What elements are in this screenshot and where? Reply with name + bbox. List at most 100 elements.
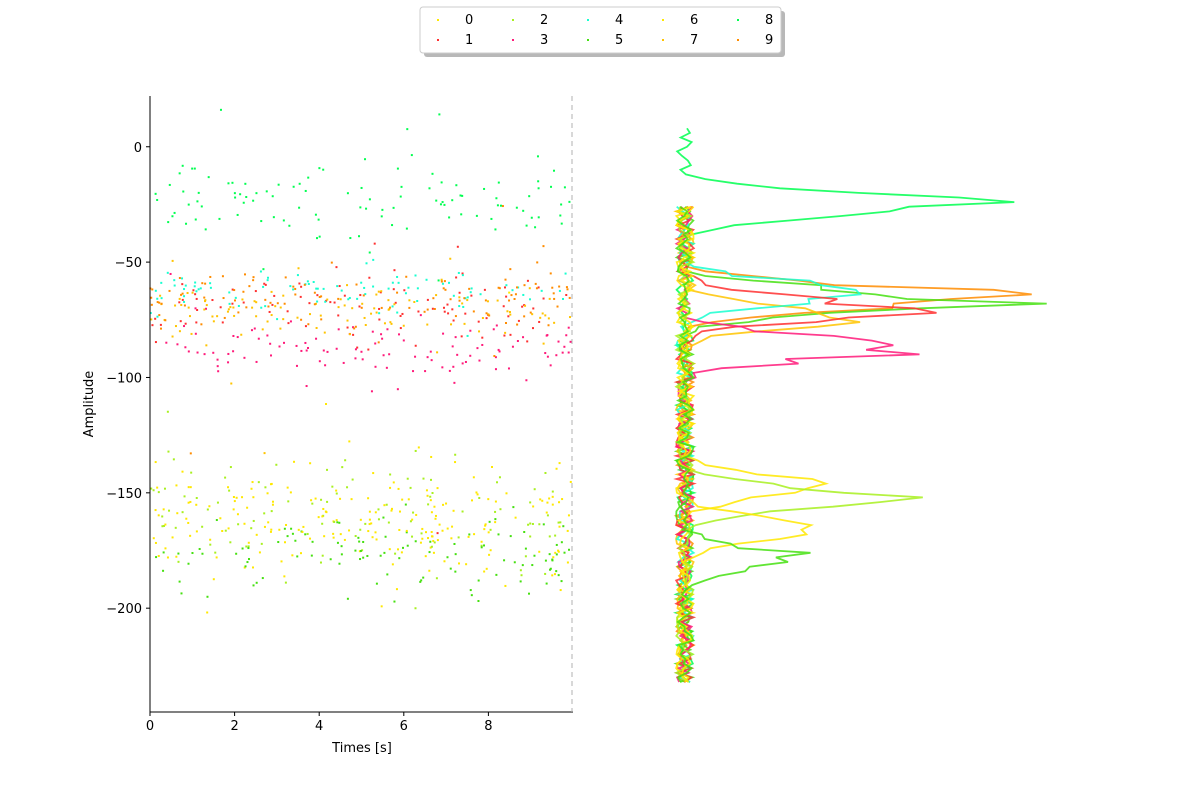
- y-tick-label: −100: [106, 371, 142, 386]
- data-point: [159, 323, 162, 326]
- data-point: [442, 332, 445, 335]
- data-point: [255, 315, 258, 318]
- data-point: [181, 292, 184, 295]
- data-point: [492, 328, 495, 331]
- data-point: [380, 605, 383, 608]
- data-point: [266, 320, 269, 323]
- data-point: [262, 268, 265, 271]
- data-point: [156, 301, 159, 304]
- data-point: [196, 351, 199, 354]
- data-point: [237, 311, 240, 314]
- data-point: [264, 283, 267, 286]
- data-point: [494, 510, 497, 513]
- data-point: [154, 461, 157, 464]
- data-point: [443, 560, 446, 563]
- data-point: [304, 325, 307, 328]
- series-4: [149, 258, 567, 337]
- data-point: [251, 306, 254, 309]
- data-point: [354, 357, 357, 360]
- legend-label: 4: [615, 13, 623, 28]
- data-point: [310, 499, 313, 502]
- data-point: [290, 527, 293, 530]
- data-point: [233, 314, 236, 317]
- data-point: [561, 297, 564, 300]
- data-point: [236, 513, 239, 516]
- data-point: [259, 270, 262, 273]
- histogram-line-8: [672, 127, 1015, 683]
- data-point: [195, 497, 198, 500]
- data-point: [567, 514, 570, 517]
- data-point: [318, 167, 321, 170]
- data-point: [337, 297, 340, 300]
- data-point: [150, 318, 153, 321]
- data-point: [252, 199, 255, 202]
- data-point: [230, 382, 233, 385]
- data-point: [348, 296, 351, 299]
- data-point: [168, 509, 171, 512]
- data-point: [470, 294, 473, 297]
- data-point: [497, 533, 500, 536]
- data-point: [558, 462, 561, 465]
- data-point: [361, 302, 364, 305]
- data-point: [173, 284, 176, 287]
- data-point: [559, 521, 562, 524]
- data-point: [449, 257, 452, 260]
- data-point: [489, 528, 492, 531]
- data-point: [375, 582, 378, 585]
- data-point: [340, 289, 343, 292]
- data-point: [321, 522, 324, 525]
- data-point: [433, 541, 436, 544]
- data-point: [347, 298, 350, 301]
- data-point: [561, 351, 564, 354]
- data-point: [479, 293, 482, 296]
- series-2: [150, 410, 562, 610]
- data-point: [161, 525, 164, 528]
- data-point: [181, 298, 184, 301]
- data-point: [355, 283, 358, 286]
- data-point: [483, 288, 486, 291]
- data-point: [336, 285, 339, 288]
- data-point: [480, 544, 483, 547]
- data-point: [302, 525, 305, 528]
- data-point: [477, 320, 480, 323]
- data-point: [373, 242, 376, 245]
- data-point: [487, 313, 490, 316]
- series-1: [151, 242, 568, 535]
- data-point: [483, 570, 486, 573]
- data-point: [209, 282, 212, 285]
- data-point: [212, 351, 215, 354]
- data-point: [216, 358, 219, 361]
- data-point: [516, 286, 519, 289]
- data-point: [183, 304, 186, 307]
- data-point: [321, 515, 324, 518]
- data-point: [316, 294, 319, 297]
- data-point: [312, 281, 315, 284]
- data-point: [324, 510, 327, 513]
- data-point: [375, 311, 378, 314]
- data-point: [416, 287, 419, 290]
- data-point: [323, 535, 326, 538]
- legend-label: 8: [765, 13, 773, 28]
- data-point: [292, 185, 295, 188]
- data-point: [204, 228, 207, 231]
- data-point: [402, 339, 405, 342]
- data-point: [247, 558, 250, 561]
- data-point: [207, 176, 210, 179]
- data-point: [445, 502, 448, 505]
- data-point: [463, 322, 466, 325]
- data-point: [326, 468, 329, 471]
- data-point: [343, 304, 346, 307]
- data-point: [286, 535, 289, 538]
- data-point: [204, 282, 207, 285]
- data-point: [457, 562, 460, 565]
- data-point: [358, 540, 361, 543]
- data-point: [414, 607, 417, 610]
- data-point: [211, 315, 214, 318]
- data-point: [497, 181, 500, 184]
- data-point: [560, 541, 563, 544]
- legend-label: 6: [690, 13, 698, 28]
- legend-marker: [512, 19, 514, 21]
- data-point: [315, 287, 318, 290]
- data-point: [499, 508, 502, 511]
- data-point: [454, 336, 457, 339]
